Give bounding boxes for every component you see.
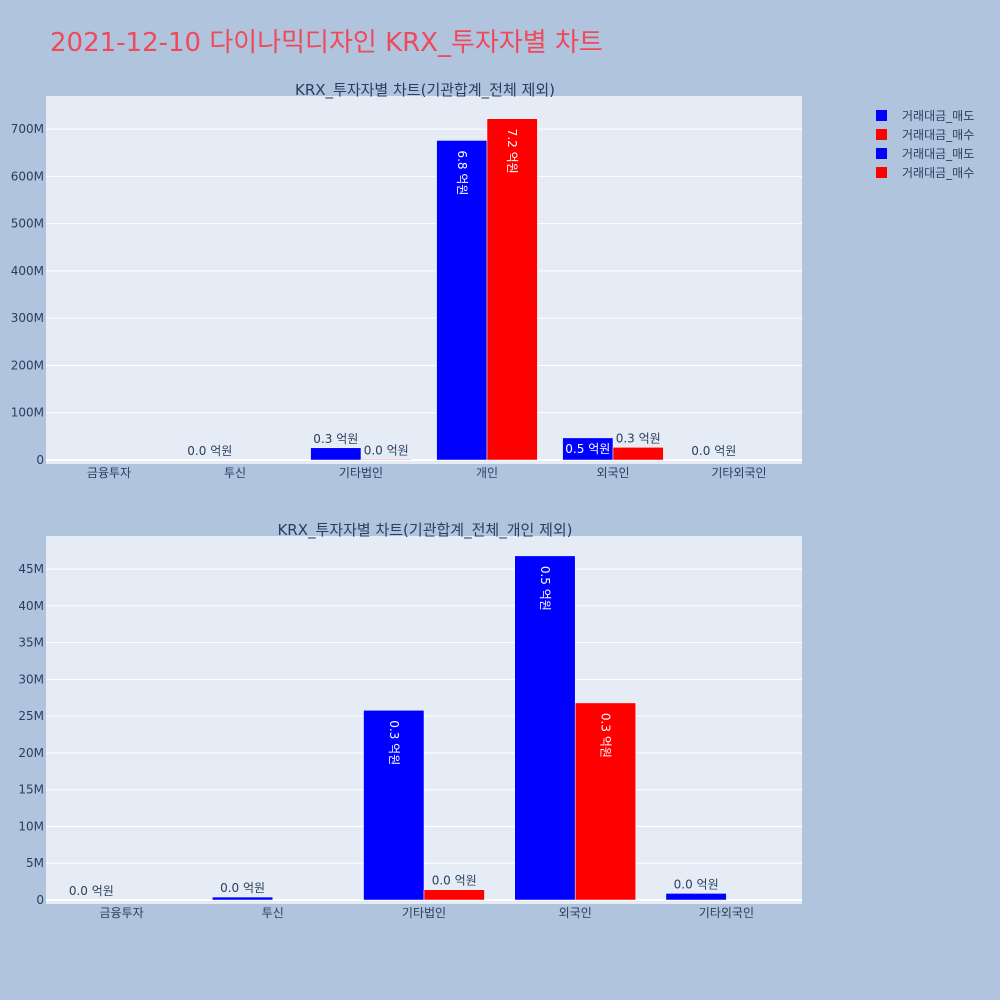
data-label: 6.8 억원 xyxy=(455,150,469,195)
x-tick-label: 금융투자 xyxy=(100,906,144,920)
legend-swatch-buy xyxy=(876,129,887,140)
data-label: 0.3 억원 xyxy=(598,713,612,758)
x-tick-label: 개인 xyxy=(476,466,498,480)
x-tick-label: 기타외국인 xyxy=(699,906,754,920)
y-tick-label: 40M xyxy=(18,599,44,613)
y-tick-label: 300M xyxy=(11,311,44,325)
x-tick-label: 외국인 xyxy=(596,466,629,480)
data-label: 7.2 억원 xyxy=(505,129,519,174)
y-tick-label: 35M xyxy=(18,636,44,650)
bar-buy xyxy=(574,702,636,901)
x-tick-label: 기타법인 xyxy=(339,466,383,480)
data-label: 0.5 억원 xyxy=(565,442,610,456)
x-tick-label: 투신 xyxy=(262,906,284,920)
x-tick-label: 금융투자 xyxy=(87,466,131,480)
y-tick-label: 10M xyxy=(18,819,44,833)
legend-label: 거래대금_매수 xyxy=(902,128,975,142)
data-label: 0.3 억원 xyxy=(616,431,661,445)
legend-item[interactable]: 거래대금_매수 xyxy=(876,125,974,144)
y-tick-label: 25M xyxy=(18,709,44,723)
bar-sell xyxy=(665,893,727,901)
y-tick-label: 30M xyxy=(18,672,44,686)
data-label: 0.0 억원 xyxy=(69,884,114,898)
legend-swatch-sell xyxy=(876,148,887,159)
y-tick-label: 45M xyxy=(18,562,44,576)
y-tick-label: 500M xyxy=(11,217,44,231)
y-tick-label: 400M xyxy=(11,264,44,278)
legend-item[interactable]: 거래대금_매도 xyxy=(876,106,974,125)
data-label: 0.3 억원 xyxy=(313,432,358,446)
data-label: 0.0 억원 xyxy=(691,444,736,458)
chart-1: KRX_투자자별 차트(기관합계_전체 제외) 0 100M 200M 300M 400M… xyxy=(11,81,802,480)
y-tick-label: 0 xyxy=(36,893,44,907)
y-tick-label: 200M xyxy=(11,358,44,372)
legend-swatch-buy xyxy=(876,167,887,178)
bar-sell xyxy=(514,555,576,901)
y-tick-label: 5M xyxy=(26,856,44,870)
x-tick-label: 투신 xyxy=(224,466,246,480)
bar-buy xyxy=(423,889,485,901)
legend-item[interactable]: 거래대금_매도 xyxy=(876,144,974,163)
bar-buy xyxy=(486,118,538,461)
y-tick-label: 20M xyxy=(18,746,44,760)
x-tick-label: 기타외국인 xyxy=(711,466,766,480)
legend-label: 거래대금_매수 xyxy=(902,166,975,180)
bar-buy xyxy=(360,459,412,461)
y-tick-label: 600M xyxy=(11,169,44,183)
bar-sell xyxy=(310,447,362,461)
bar-sell xyxy=(363,710,425,901)
x-tick-label: 기타법인 xyxy=(402,906,446,920)
y-tick-label: 15M xyxy=(18,783,44,797)
legend-label: 거래대금_매도 xyxy=(902,147,975,161)
bar-buy xyxy=(612,447,664,461)
plot-area xyxy=(46,96,802,464)
chart-title: KRX_투자자별 차트(기관합계_전체 제외) xyxy=(295,81,555,100)
y-tick-label: 700M xyxy=(11,122,44,136)
legend[interactable]: 거래대금_매도 거래대금_매수 거래대금_매도 거래대금_매수 xyxy=(876,106,974,182)
data-label: 0.3 억원 xyxy=(387,720,401,765)
chart-title: KRX_투자자별 차트(기관합계_전체_개인 제외) xyxy=(277,521,572,540)
data-label: 0.0 억원 xyxy=(187,444,232,458)
data-label: 0.5 억원 xyxy=(538,566,552,611)
bar-sell xyxy=(436,140,488,461)
data-label: 0.0 억원 xyxy=(432,874,477,888)
legend-item[interactable]: 거래대금_매수 xyxy=(876,163,974,182)
legend-label: 거래대금_매도 xyxy=(902,109,975,123)
y-tick-label: 100M xyxy=(11,406,44,420)
data-label: 0.0 억원 xyxy=(364,443,409,457)
data-label: 0.0 억원 xyxy=(674,877,719,891)
chart-2: KRX_투자자별 차트(기관합계_전체_개인 제외) 0 5M 10M 15M 20M 25… xyxy=(18,521,802,920)
page-title: 2021-12-10 다이나믹디자인 KRX_투자자별 차트 xyxy=(50,28,603,58)
bar-sell xyxy=(212,896,274,901)
data-label: 0.0 억원 xyxy=(220,881,265,895)
y-tick-label: 0 xyxy=(36,453,44,467)
x-tick-label: 외국인 xyxy=(559,906,592,920)
legend-swatch-sell xyxy=(876,110,887,121)
